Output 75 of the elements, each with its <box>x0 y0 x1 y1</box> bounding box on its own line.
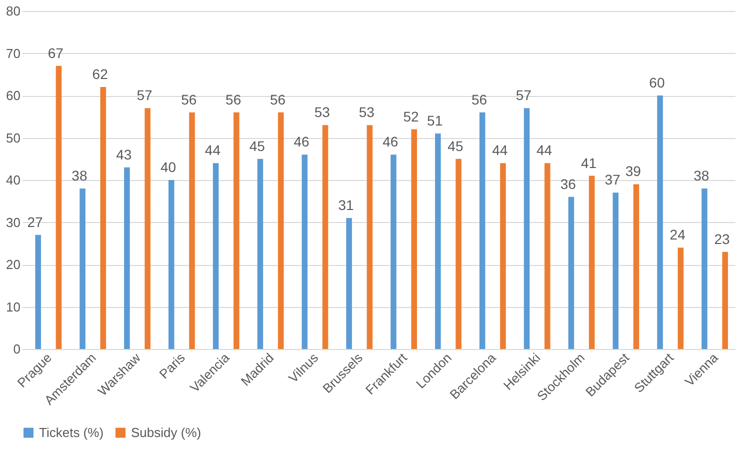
bar <box>278 112 284 349</box>
data-label: 51 <box>427 112 443 129</box>
bar <box>56 66 62 349</box>
bar <box>366 125 373 349</box>
data-label: 46 <box>294 134 310 150</box>
data-label: 44 <box>492 142 508 158</box>
data-label: 38 <box>72 167 88 184</box>
bar <box>234 112 240 349</box>
data-label: 40 <box>160 159 176 175</box>
data-label: 46 <box>382 134 398 150</box>
bar <box>722 252 728 349</box>
data-label: 56 <box>270 91 286 108</box>
bar <box>568 196 574 349</box>
y-tick-label: 10 <box>6 299 20 314</box>
data-label: 60 <box>649 74 665 90</box>
y-tick-label: 80 <box>6 4 20 18</box>
y-tick-label: 0 <box>13 342 20 356</box>
bar <box>257 158 264 349</box>
data-label: 67 <box>48 44 64 61</box>
bar <box>302 154 308 349</box>
data-label: 62 <box>92 66 108 82</box>
data-label: 57 <box>136 87 152 104</box>
bar <box>212 163 219 349</box>
data-label: 23 <box>714 230 730 247</box>
data-label: 57 <box>516 87 532 104</box>
y-tick-label: 70 <box>6 46 20 61</box>
bar <box>588 176 595 349</box>
bar <box>678 248 684 349</box>
data-label: 44 <box>204 142 221 158</box>
bar <box>544 163 550 349</box>
bar <box>35 234 41 349</box>
data-label: 27 <box>27 214 44 230</box>
bar <box>500 163 506 349</box>
bar <box>435 134 441 349</box>
bar <box>702 188 708 349</box>
data-label: 45 <box>249 138 266 154</box>
bar <box>411 129 418 349</box>
bar <box>80 188 86 349</box>
legend-label: Tickets (%) <box>39 424 104 440</box>
data-label: 53 <box>314 104 330 120</box>
bar <box>612 192 618 349</box>
bar <box>633 184 640 349</box>
data-label: 36 <box>560 176 576 192</box>
legend-label: Subsidy (%) <box>131 424 202 440</box>
bar <box>189 112 195 349</box>
bar <box>124 167 130 349</box>
bar <box>168 180 174 349</box>
data-label: 45 <box>448 138 464 154</box>
data-label: 44 <box>536 142 552 158</box>
data-label: 56 <box>471 91 488 108</box>
bar <box>346 218 352 349</box>
data-label: 38 <box>694 167 710 184</box>
y-tick-label: 50 <box>6 130 20 146</box>
y-tick-label: 40 <box>6 172 20 188</box>
y-tick-label: 30 <box>6 214 20 230</box>
data-label: 39 <box>625 163 642 180</box>
bar <box>479 112 486 349</box>
data-label: 24 <box>670 226 686 243</box>
y-tick-label: 60 <box>6 88 20 103</box>
data-label: 37 <box>604 172 621 188</box>
data-label: 56 <box>181 91 197 108</box>
bar <box>100 87 106 349</box>
data-label: 52 <box>403 108 420 124</box>
bar <box>524 108 530 349</box>
bar <box>144 108 150 349</box>
y-tick-label: 20 <box>6 257 20 272</box>
data-label: 53 <box>358 104 375 120</box>
bar <box>456 158 462 349</box>
data-label: 56 <box>226 91 242 108</box>
data-label: 41 <box>580 154 597 171</box>
bar <box>322 125 328 349</box>
bar <box>390 154 396 349</box>
bar <box>657 96 663 349</box>
data-label: 43 <box>116 146 132 162</box>
data-label: 31 <box>338 197 354 214</box>
